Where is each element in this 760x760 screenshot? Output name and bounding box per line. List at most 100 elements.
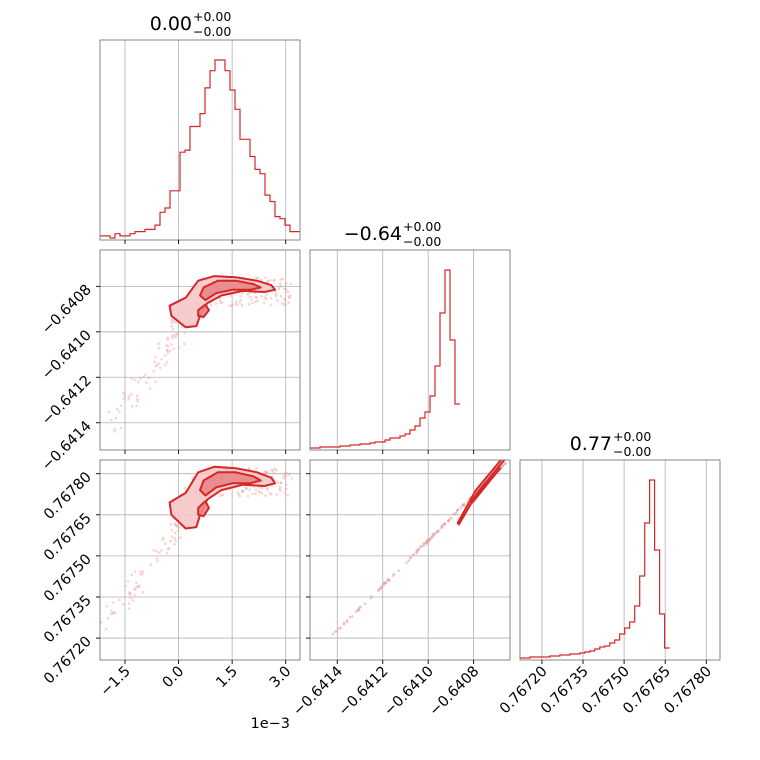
- scatter-point: [134, 587, 137, 590]
- scatter-point: [236, 303, 239, 307]
- scatter-point: [279, 295, 283, 298]
- scatter-point: [129, 596, 133, 600]
- scatter-point: [284, 487, 288, 491]
- scatter-point: [130, 405, 134, 408]
- scatter-point: [166, 547, 170, 551]
- contour-inner: [470, 465, 501, 504]
- scatter-point: [154, 364, 157, 368]
- scatter-point: [134, 581, 138, 584]
- scatter-point: [100, 621, 103, 624]
- scatter-point: [277, 287, 281, 291]
- scatter-point: [170, 334, 174, 338]
- scatter-point: [278, 485, 282, 489]
- scatter-point: [171, 336, 175, 340]
- scatter-point: [273, 467, 277, 470]
- scatter-point: [221, 493, 224, 497]
- scatter-point: [244, 486, 248, 490]
- scatter-point: [154, 355, 157, 359]
- scatter-point: [255, 276, 258, 280]
- scatter-point: [106, 617, 110, 620]
- scatter-point: [235, 300, 238, 303]
- scatter-point: [167, 546, 171, 550]
- scatter-point: [137, 585, 141, 588]
- scatter-point: [274, 294, 278, 298]
- scatter-point: [174, 321, 178, 324]
- scatter-point: [148, 387, 152, 390]
- scatter-point: [172, 320, 176, 323]
- scatter-point: [126, 579, 130, 583]
- scatter-point: [265, 488, 269, 491]
- scatter-point: [449, 516, 453, 520]
- scatter-point: [263, 470, 266, 474]
- scatter-point: [412, 553, 415, 557]
- contour-inner: [199, 279, 262, 301]
- scatter-point: [264, 470, 268, 474]
- scatter-point: [284, 282, 288, 285]
- scatter-point: [407, 559, 410, 562]
- scatter-point: [141, 570, 145, 573]
- scatter-point: [288, 472, 291, 475]
- scatter-point: [246, 494, 250, 498]
- scatter-point: [183, 486, 187, 490]
- scatter-point: [279, 481, 283, 485]
- scatter-point: [251, 492, 255, 496]
- scatter-point: [257, 490, 261, 493]
- axes-frame: [99, 249, 301, 451]
- scatter-point: [155, 550, 158, 553]
- scatter-point: [161, 536, 165, 540]
- scatter-point: [111, 601, 115, 604]
- scatter-point: [454, 511, 458, 515]
- contour-inner: [197, 500, 210, 518]
- scatter-point: [260, 486, 264, 490]
- scatter-point: [289, 294, 292, 297]
- scatter-point: [286, 494, 290, 497]
- scatter-point: [274, 468, 278, 472]
- scatter-point: [456, 508, 460, 512]
- scatter-point: [422, 542, 425, 546]
- scatter-point: [110, 609, 113, 612]
- scatter-point: [152, 549, 156, 552]
- scatter-point: [289, 282, 293, 286]
- scatter-point: [172, 333, 176, 337]
- scatter-point: [136, 399, 139, 403]
- scatter-panel-p0-p1: −0.6414−0.6412−0.6410−0.6408: [39, 249, 301, 474]
- scatter-point: [272, 278, 276, 282]
- scatter-point: [166, 348, 169, 352]
- scatter-point: [335, 629, 339, 633]
- scatter-point: [239, 294, 242, 298]
- scatter-point: [262, 301, 266, 305]
- scatter-point: [237, 493, 241, 496]
- x-tick-label: −0.6408: [427, 664, 483, 720]
- scatter-point: [238, 494, 241, 498]
- scatter-point: [170, 318, 174, 322]
- x-tick-label: −1.5: [98, 664, 134, 700]
- scatter-point: [173, 537, 177, 540]
- scatter-point: [165, 344, 168, 347]
- scatter-point: [177, 346, 181, 349]
- scatter-point: [354, 610, 358, 613]
- scatter-point: [247, 467, 251, 470]
- scatter-point: [248, 295, 252, 299]
- x-tick-label: 3.0: [267, 664, 295, 692]
- scatter-point: [241, 291, 245, 295]
- scatter-point: [276, 299, 279, 303]
- panel-title: −0.64: [344, 223, 402, 245]
- panel-title: 0.77: [570, 433, 612, 455]
- scatter-point: [142, 375, 145, 379]
- scatter-point: [270, 493, 273, 496]
- scatter-point: [129, 393, 133, 396]
- scatter-point: [170, 343, 173, 346]
- scatter-point: [254, 488, 258, 492]
- scatter-point: [278, 487, 281, 491]
- scatter-point: [263, 494, 267, 497]
- scatter-point: [256, 276, 260, 280]
- scatter-point: [165, 552, 168, 555]
- scatter-point: [133, 588, 136, 591]
- scatter-point: [263, 296, 267, 299]
- scatter-point: [127, 591, 131, 594]
- scatter-point: [387, 578, 391, 582]
- scatter-point: [269, 303, 273, 307]
- scatter-point: [170, 528, 173, 532]
- scatter-point: [110, 418, 113, 422]
- scatter-point: [176, 529, 180, 532]
